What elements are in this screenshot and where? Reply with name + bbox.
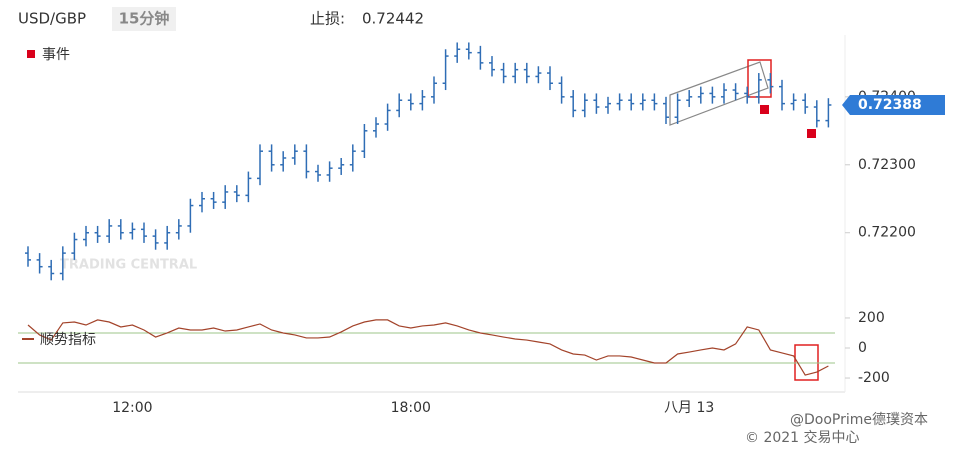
price-tag — [842, 94, 945, 115]
watermark: TRADING CENTRAL — [60, 258, 197, 273]
legend-label: 事件 — [42, 47, 70, 63]
x-tick-label: 12:00 — [112, 400, 152, 416]
stop-loss: 0.72442 — [362, 10, 424, 28]
price-tag-label: 0.72388 — [858, 97, 922, 113]
indicator-line — [27, 319, 829, 376]
x-tick-label: 八月 13 — [664, 400, 714, 416]
y-tick-label: 0.72200 — [858, 225, 916, 241]
source: @DooPrime德璞资本 — [790, 412, 928, 428]
legend-swatch — [27, 50, 35, 58]
event-marker — [807, 129, 816, 138]
stop-loss-label: 止损: — [310, 10, 345, 28]
y-tick-label: -200 — [858, 370, 890, 386]
interval[interactable]: 15分钟 — [119, 10, 170, 28]
interval-badge — [112, 7, 176, 31]
symbol: USD/GBP — [18, 10, 86, 28]
event-marker — [760, 105, 769, 114]
highlight-box — [794, 344, 819, 381]
y-tick-label: 0.72300 — [858, 157, 916, 173]
y-tick-label: 200 — [858, 310, 885, 326]
copyright: © 2021 交易中心 — [745, 429, 860, 446]
x-tick-label: 18:00 — [391, 400, 431, 416]
channel — [669, 61, 769, 126]
legend-label: 顺势指标 — [40, 332, 96, 348]
y-tick-label: 0 — [858, 340, 867, 356]
